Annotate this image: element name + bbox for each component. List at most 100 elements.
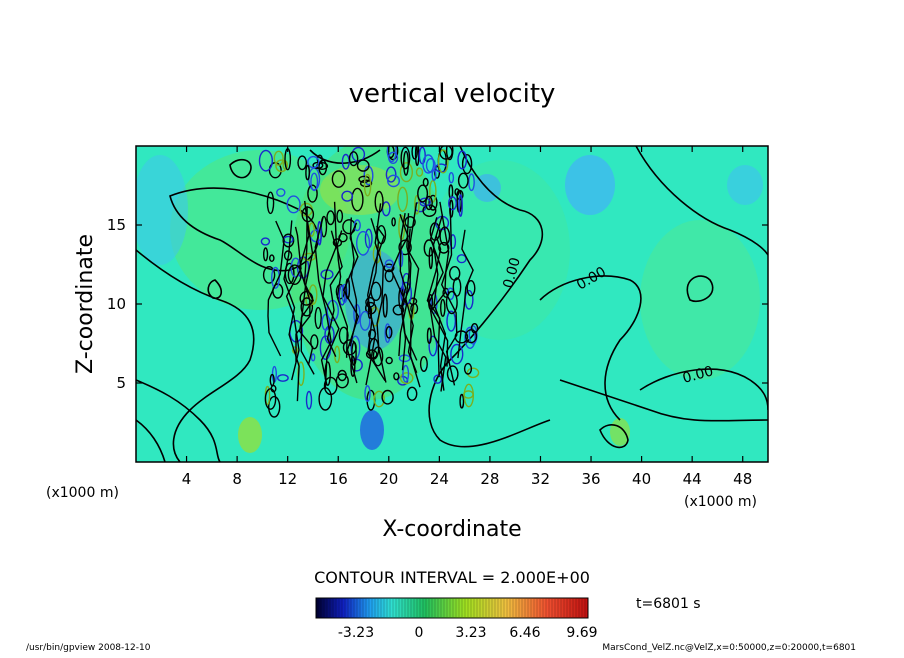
contour-strand xyxy=(322,230,340,389)
contour-strand xyxy=(300,206,315,375)
contour-blob xyxy=(317,220,322,246)
contour-strand xyxy=(399,212,407,371)
contour-blob xyxy=(456,254,467,264)
contour-blob xyxy=(305,390,313,410)
colorbar-ticks: -3.23 0 3.23 6.46 9.69 xyxy=(338,625,598,641)
contour-blob xyxy=(341,283,348,304)
contour-interval: CONTOUR INTERVAL = 2.000E+00 xyxy=(314,568,590,587)
contour-blob xyxy=(383,263,395,273)
contour-strand xyxy=(366,225,386,382)
contour-blob xyxy=(386,146,397,163)
contour-blob xyxy=(341,190,354,202)
contour-blob xyxy=(381,389,394,405)
contour-label: 0.00 xyxy=(500,256,524,290)
contour-strand xyxy=(374,203,387,383)
contour-blob xyxy=(305,164,310,181)
contour-strand xyxy=(405,228,418,373)
contour-strand xyxy=(342,217,360,384)
contour-blob xyxy=(402,364,410,383)
contour-blob xyxy=(276,188,286,197)
contour-blob xyxy=(466,367,480,379)
contour-blob xyxy=(422,154,435,174)
contour-blob xyxy=(356,159,370,172)
contour-strand xyxy=(457,229,474,359)
contour-blob xyxy=(463,390,474,399)
contour-blob xyxy=(414,194,420,215)
contour-blob xyxy=(398,354,411,363)
contour-blob xyxy=(282,233,295,248)
footer-left: /usr/bin/gpview 2008-12-10 xyxy=(26,643,151,653)
contour-blob xyxy=(331,170,346,188)
contour-blob xyxy=(271,266,281,289)
contour-blob xyxy=(411,146,418,160)
contour-blob xyxy=(439,146,453,160)
contour-blob xyxy=(353,219,361,232)
contour-blob xyxy=(459,393,465,409)
time-label: t=6801 s xyxy=(636,596,701,612)
contour-blob xyxy=(286,195,301,214)
contour-blob xyxy=(348,151,359,167)
contour-blob xyxy=(466,280,476,297)
contour-blob xyxy=(297,361,305,387)
colorbar-tick-label: 3.23 xyxy=(455,625,486,641)
contour-blob xyxy=(359,310,371,331)
contour-blob xyxy=(439,298,446,317)
contour-blob xyxy=(399,372,414,385)
contour-blob xyxy=(382,293,388,318)
contour-strand xyxy=(428,217,447,392)
contour-blob xyxy=(300,297,314,317)
contour-blob xyxy=(449,234,457,250)
contour-strand xyxy=(283,220,300,402)
contour-blob xyxy=(426,327,432,344)
contour-blob xyxy=(373,390,385,408)
contour-blob xyxy=(307,184,318,203)
contour-strand xyxy=(430,201,450,367)
contour-blob xyxy=(450,343,464,365)
contour-blob xyxy=(338,326,349,345)
contour-blob xyxy=(393,372,400,381)
contour-blob xyxy=(428,246,433,270)
contour-label: 0.00 xyxy=(681,363,715,387)
contour-blob xyxy=(384,323,391,343)
contour-blob xyxy=(419,197,431,207)
x-tick-label: 32 xyxy=(531,470,550,488)
contour-blob xyxy=(399,162,414,183)
contour-blob xyxy=(276,374,289,382)
contour-blob xyxy=(448,196,458,211)
contour-blob xyxy=(268,395,281,418)
contour-blob xyxy=(456,189,464,201)
contour-blob xyxy=(260,237,271,246)
contour-blob xyxy=(403,150,410,176)
contour-blob xyxy=(446,287,455,301)
colorbar-stripes xyxy=(317,599,586,617)
contour-blob xyxy=(350,355,356,377)
footer-right: MarsCond_VelZ.nc@VelZ,x=0:50000,z=0:2000… xyxy=(602,643,856,653)
contour-blob xyxy=(392,304,405,316)
y-axis-label: Z-coordinate xyxy=(73,234,98,374)
contour-strand xyxy=(295,200,311,362)
contour-blob xyxy=(363,173,372,197)
contour-blob xyxy=(338,284,346,306)
colorbar-tick-label: 9.69 xyxy=(566,625,597,641)
contour-blob xyxy=(425,195,433,211)
contour-blob xyxy=(268,254,275,263)
contour-blob xyxy=(417,184,429,203)
contour-blob xyxy=(463,362,473,375)
contour-blob xyxy=(458,194,463,217)
y-axis-ticks: 5 10 15 xyxy=(107,216,768,392)
colorbar-tick-label: -3.23 xyxy=(338,625,374,641)
contour-blob xyxy=(428,335,438,357)
contour-blob xyxy=(457,172,469,189)
colorbar-tick-label: 0 xyxy=(415,625,424,641)
contour-blob xyxy=(273,150,284,166)
colorbar xyxy=(315,597,589,619)
contour-blob xyxy=(404,215,416,228)
contour-blob xyxy=(356,230,371,256)
colorbar-tick-label: 6.46 xyxy=(509,625,540,641)
contour-blob xyxy=(275,159,288,173)
contour-strand xyxy=(432,214,447,391)
contour-blob xyxy=(445,146,454,161)
contour-strand xyxy=(267,220,285,357)
contour-blob xyxy=(418,146,426,165)
